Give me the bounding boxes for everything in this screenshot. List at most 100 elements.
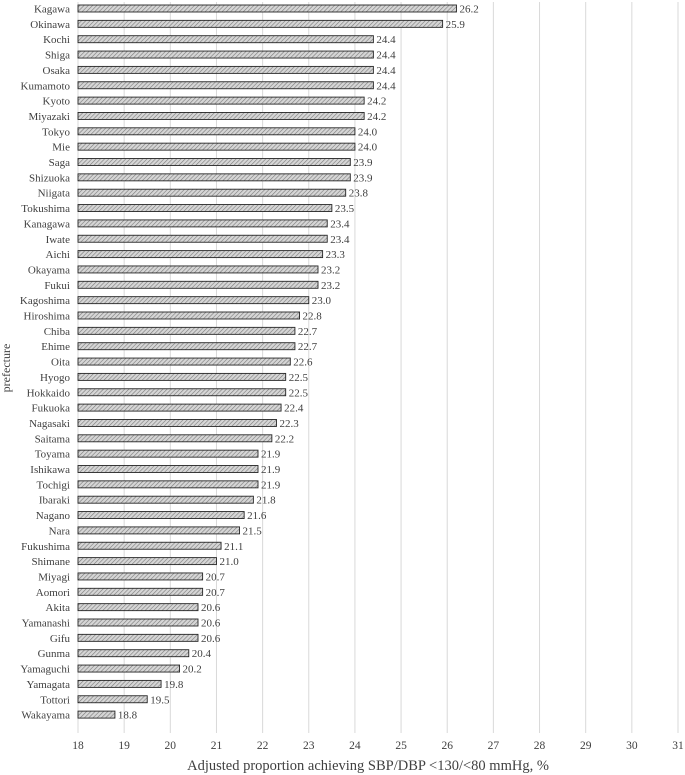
data-label: 22.7 — [298, 341, 318, 353]
bar — [77, 419, 277, 427]
data-label: 24.2 — [367, 111, 386, 123]
category-label: Aichi — [46, 249, 70, 261]
bar — [77, 326, 296, 335]
data-label: 24.4 — [376, 50, 396, 62]
bar — [77, 35, 374, 44]
x-tick-label: 22 — [257, 740, 269, 752]
category-label: Shizuoka — [29, 172, 70, 184]
bar — [77, 465, 259, 473]
category-label: Fukushima — [21, 541, 70, 553]
category-label: Nagasaki — [29, 418, 70, 430]
bar — [77, 81, 374, 90]
data-label: 25.9 — [446, 19, 466, 31]
category-label: Tokyo — [42, 126, 70, 138]
data-label: 23.4 — [330, 234, 350, 246]
bar — [77, 664, 180, 673]
x-tick-label: 27 — [488, 740, 500, 752]
x-axis-title: Adjusted proportion achieving SBP/DBP <1… — [187, 758, 549, 774]
bar — [77, 710, 116, 719]
data-label: 19.5 — [150, 694, 170, 706]
data-label: 23.0 — [312, 295, 332, 307]
data-label: 26.2 — [459, 4, 478, 16]
bar — [77, 173, 351, 182]
x-tick-label: 29 — [580, 740, 592, 752]
category-label: Toyama — [35, 449, 70, 461]
x-tick-label: 18 — [72, 740, 84, 752]
data-label: 24.4 — [376, 65, 396, 77]
category-label: Fukui — [44, 280, 70, 292]
data-label: 23.5 — [335, 203, 355, 215]
bar — [77, 649, 190, 658]
category-label: Kanagawa — [24, 218, 71, 230]
data-label: 20.2 — [183, 664, 202, 676]
bar — [77, 342, 296, 351]
data-label: 23.8 — [349, 188, 369, 200]
category-label: Yamagata — [27, 679, 71, 691]
bar — [77, 618, 199, 627]
data-label: 24.0 — [358, 142, 378, 154]
bar — [77, 219, 328, 228]
data-label: 23.9 — [353, 157, 373, 169]
bar — [77, 511, 245, 519]
category-label: Yamaguchi — [20, 664, 70, 676]
bar — [77, 495, 254, 504]
data-label: 20.6 — [201, 633, 221, 645]
bars — [77, 4, 457, 719]
category-label: Nara — [49, 525, 70, 537]
bar — [77, 265, 319, 274]
data-label: 19.8 — [164, 679, 184, 691]
bar — [77, 142, 356, 151]
category-label: Oita — [51, 357, 70, 369]
data-label: 23.3 — [326, 249, 346, 261]
category-label: Kagoshima — [20, 295, 70, 307]
data-label: 23.2 — [321, 280, 340, 292]
bar — [77, 587, 204, 596]
data-label: 21.9 — [261, 479, 281, 491]
bar — [77, 526, 240, 535]
data-label: 22.7 — [298, 326, 318, 338]
bar — [77, 19, 444, 28]
data-label: 21.6 — [247, 510, 267, 522]
data-label: 22.8 — [303, 311, 323, 323]
category-label: Saitama — [35, 433, 71, 445]
category-labels: Kagawa Okinawa Kochi Shiga Osaka Kumamoto Kyot… — [20, 4, 71, 722]
data-label: 24.4 — [376, 34, 396, 46]
data-label: 24.0 — [358, 126, 378, 138]
x-tick-label: 19 — [118, 740, 130, 752]
category-label: Mie — [52, 142, 70, 154]
category-label: Okayama — [28, 264, 70, 276]
bar — [77, 250, 324, 259]
x-tick-label: 31 — [672, 740, 684, 752]
bar — [77, 204, 333, 213]
bar — [77, 695, 148, 704]
x-tick-label: 28 — [534, 740, 546, 752]
category-label: Gifu — [50, 633, 71, 645]
bar — [77, 96, 365, 105]
category-label: Miyagi — [38, 571, 70, 583]
data-label: 21.5 — [243, 525, 263, 537]
category-label: Kochi — [43, 34, 70, 46]
category-label: Kyoto — [43, 96, 71, 108]
bar — [77, 541, 222, 550]
data-label: 21.9 — [261, 464, 281, 476]
bar — [77, 557, 217, 566]
bar — [77, 633, 199, 642]
x-tick-labels: 18 19 20 21 22 23 24 25 26 27 28 29 30 31 — [72, 740, 684, 752]
x-tick-label: 23 — [303, 740, 315, 752]
data-label: 22.2 — [275, 433, 294, 445]
data-label: 23.9 — [353, 172, 373, 184]
category-label: Fukuoka — [32, 403, 71, 415]
x-tick-label: 30 — [626, 740, 638, 752]
category-label: Okinawa — [30, 19, 70, 31]
data-label: 21.0 — [219, 556, 239, 568]
data-label: 22.5 — [289, 387, 309, 399]
bar — [77, 111, 365, 120]
data-label: 21.9 — [261, 449, 281, 461]
gridlines — [77, 2, 679, 733]
category-label: Shimane — [32, 556, 71, 568]
bar — [77, 388, 287, 397]
bar — [77, 679, 162, 688]
category-label: Saga — [49, 157, 71, 169]
category-label: Niigata — [38, 188, 70, 200]
category-label: Tochigi — [37, 479, 70, 491]
